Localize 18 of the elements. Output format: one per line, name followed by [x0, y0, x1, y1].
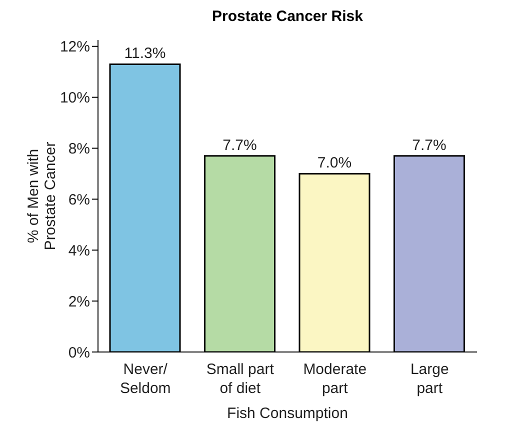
data-label: 11.3%: [124, 45, 166, 62]
y-tick-label: 8%: [68, 140, 90, 158]
y-tick-label: 12%: [60, 38, 90, 56]
chart-title: Prostate Cancer Risk: [211, 8, 364, 27]
y-tick-label: 10%: [60, 90, 90, 107]
x-tick-label: Large part: [410, 361, 449, 397]
x-tick-label: Small part of diet: [206, 361, 275, 397]
y-tick-label: 0%: [68, 344, 90, 362]
y-tick-label: 4%: [68, 242, 90, 260]
y-tick-label: 6%: [68, 192, 90, 209]
data-label: 7.0%: [317, 154, 352, 172]
x-axis-title: Fish Consumption: [227, 405, 348, 422]
y-tick-label: 2%: [68, 293, 90, 310]
x-tick-label: Moderate part: [303, 361, 367, 397]
data-label: 7.7%: [222, 136, 257, 154]
data-label: 7.7%: [412, 136, 446, 154]
y-axis-title: % of Men with Prostate Cancer: [25, 142, 59, 250]
x-tick-label: Never/ Seldom: [120, 361, 171, 397]
